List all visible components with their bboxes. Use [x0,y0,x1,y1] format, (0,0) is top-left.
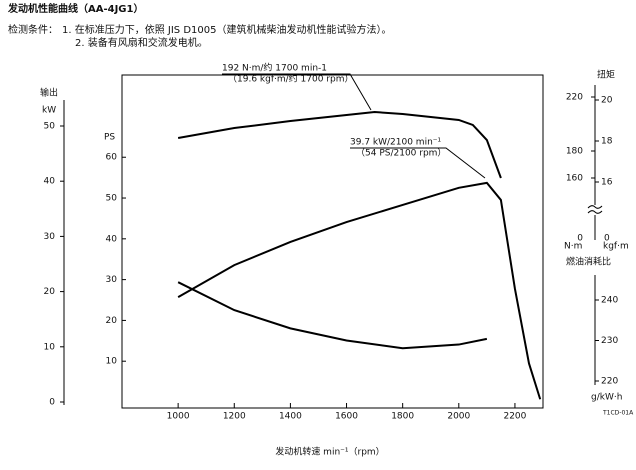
y-tick-label: 40 [44,177,56,187]
y2-label: 扭矩 [597,69,615,81]
x-tick-label: 1800 [391,412,414,422]
annotation: 39.7 kW/2100 min⁻¹ [350,138,442,148]
y-tick-label: 30 [106,275,118,285]
axis-break [587,205,603,214]
y-unit: kW [42,106,56,116]
y-tick-label: 40 [106,234,118,244]
y-tick-label: 16 [601,178,613,188]
x-tick-label: 1600 [335,412,358,422]
chart-title: 发动机性能曲线（AA-4JG1） [7,2,143,15]
curve [177,110,502,179]
y-tick-label: 18 [601,137,613,147]
axis-break-label: 0 [604,234,610,244]
y-tick-label: 20 [106,316,118,326]
leader-line [350,147,486,179]
y-tick-label: 20 [601,96,613,106]
y-tick-label: 20 [44,287,56,297]
y2-unit: N·m [564,242,582,252]
y3-unit: g/kW·h [591,393,622,403]
y-tick-label: 240 [601,296,618,306]
y-tick-label: 60 [106,153,118,163]
y-tick-label: 0 [49,398,55,408]
plot-frame [121,74,544,409]
y-tick-label: 180 [566,147,583,157]
curve [177,281,488,350]
y-tick-label: 30 [44,232,56,242]
axis-break-label: 0 [577,234,583,244]
y-tick-label: 50 [106,194,118,204]
annotation: 192 N·m/约 1700 min-1 [222,62,327,74]
y-tick-label: 220 [601,377,618,387]
y2-kgf-unit: kgf·m [603,242,629,252]
leader-line [222,73,372,111]
x-tick-label: 2000 [447,412,470,422]
y-tick-label: 160 [566,174,583,184]
curve [177,181,542,400]
conditions-label: 检测条件： [8,23,58,36]
x-tick-label: 1400 [279,412,302,422]
annotation: （54 PS/2100 rpm） [356,148,446,159]
y-tick-label: 230 [601,336,618,346]
y-tick-label: 50 [44,122,56,132]
condition: 1. 在标准压力下，依照 JIS D1005（建筑机械柴油发动机性能试验方法）。 [62,23,391,36]
y-tick-label: 10 [44,342,56,352]
y-tick-label: 10 [106,357,118,367]
x-tick-label: 1200 [223,412,246,422]
x-tick-label: 1000 [167,412,190,422]
ps-unit: PS [104,133,115,143]
y3-label: 燃油消耗比 [566,256,611,268]
y-label: 输出 [40,87,58,99]
figure-code: T1CD-01A [602,410,634,417]
condition: 2. 装备有风扇和交流发电机。 [75,36,208,49]
annotation: （19.6 kgf·m/约 1700 rpm） [228,73,353,85]
y-tick-label: 220 [566,93,583,103]
x-label: 发动机转速 min⁻¹（rpm） [275,446,384,458]
x-tick-label: 2200 [503,412,526,422]
